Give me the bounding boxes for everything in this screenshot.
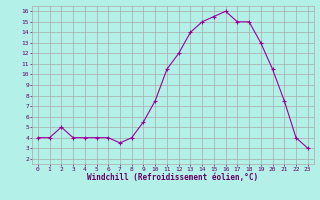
X-axis label: Windchill (Refroidissement éolien,°C): Windchill (Refroidissement éolien,°C) xyxy=(87,173,258,182)
